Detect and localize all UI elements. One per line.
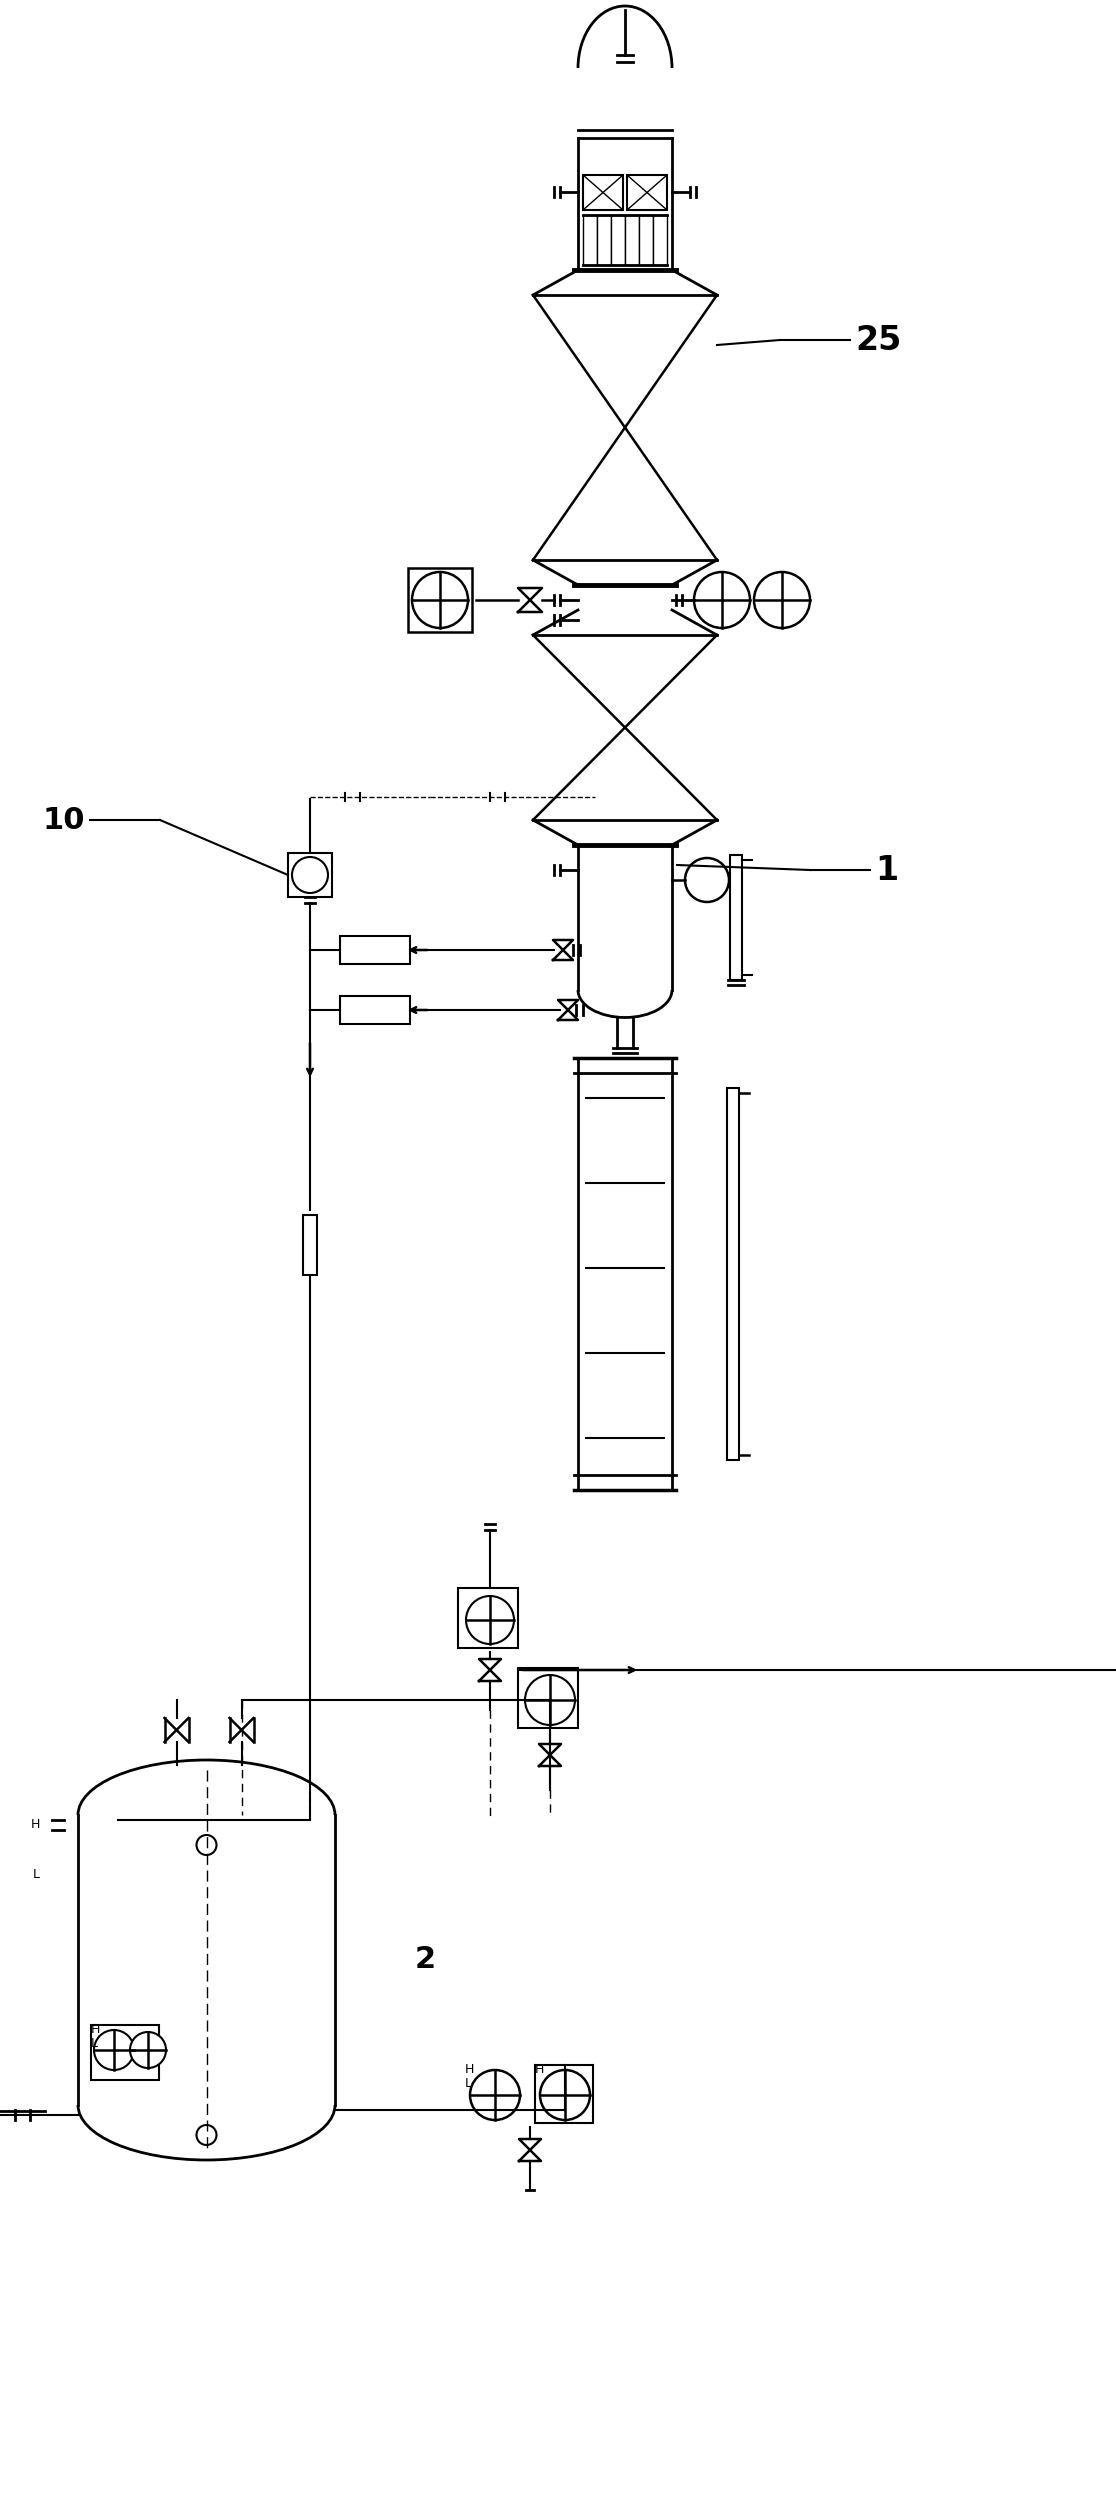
Circle shape	[196, 2125, 217, 2145]
Text: L: L	[92, 2037, 98, 2050]
Bar	[288, 854, 331, 896]
Bar	[597, 214, 610, 264]
Circle shape	[196, 1836, 217, 1856]
Bar	[518, 1667, 578, 1727]
Text: H: H	[535, 2062, 545, 2075]
Circle shape	[694, 572, 750, 627]
Bar	[610, 214, 625, 264]
Circle shape	[412, 572, 468, 627]
Text: 25: 25	[855, 322, 902, 358]
Bar	[340, 997, 410, 1025]
Bar	[92, 2024, 158, 2080]
Bar	[627, 174, 667, 209]
Text: L: L	[465, 2077, 472, 2090]
Circle shape	[292, 856, 328, 894]
Bar	[730, 856, 742, 980]
Bar	[583, 214, 597, 264]
Bar	[340, 937, 410, 964]
Circle shape	[466, 1596, 514, 1644]
Circle shape	[94, 2030, 134, 2070]
Bar	[408, 569, 472, 632]
Bar	[625, 214, 639, 264]
Circle shape	[754, 572, 810, 627]
Text: H: H	[465, 2062, 474, 2075]
Bar	[535, 2065, 593, 2123]
Text: 2: 2	[415, 1946, 436, 1974]
Text: 1: 1	[875, 854, 898, 886]
Text: H: H	[30, 1818, 40, 1831]
Text: L: L	[33, 1868, 40, 1881]
Bar	[304, 1216, 317, 1274]
Bar	[653, 214, 667, 264]
Bar	[727, 1088, 739, 1460]
Text: 10: 10	[42, 806, 85, 833]
Bar	[639, 214, 653, 264]
Circle shape	[685, 859, 729, 901]
Circle shape	[129, 2032, 166, 2067]
Bar	[583, 174, 623, 209]
Circle shape	[525, 1674, 575, 1725]
Bar	[458, 1589, 518, 1647]
Text: H: H	[92, 2022, 100, 2037]
Circle shape	[540, 2070, 590, 2120]
Circle shape	[470, 2070, 520, 2120]
